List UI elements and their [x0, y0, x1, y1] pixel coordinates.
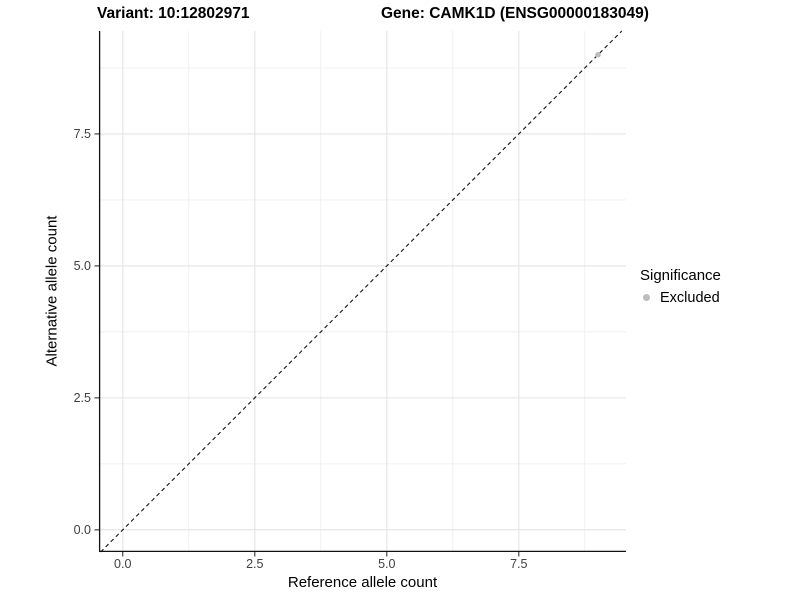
- y-tick-label: 5.0: [73, 258, 91, 273]
- legend-key: [640, 289, 657, 306]
- plot-canvas: [94, 30, 626, 557]
- legend-item-label: Excluded: [660, 289, 720, 306]
- plot-panel: [94, 30, 626, 557]
- x-tick-label: 2.5: [246, 557, 264, 571]
- y-axis-title: Alternative allele count: [43, 215, 61, 367]
- x-tick-label: 7.5: [510, 557, 528, 571]
- x-axis-title: Reference allele count: [287, 574, 438, 591]
- x-tick-label: 0.0: [114, 557, 132, 571]
- legend-key-dot: [643, 294, 650, 301]
- legend-item-excluded: Excluded: [640, 289, 721, 306]
- legend-significance: Significance Excluded: [640, 267, 721, 306]
- plot-title-variant: Variant: 10:12802971: [97, 5, 250, 22]
- y-tick-label: 7.5: [73, 126, 91, 141]
- identity-reference-line: [100, 30, 623, 553]
- legend-title: Significance: [640, 267, 721, 284]
- y-tick-label: 2.5: [73, 390, 91, 405]
- data-point-excluded: [595, 51, 601, 58]
- plot-title-gene: Gene: CAMK1D (ENSG00000183049): [381, 5, 649, 22]
- x-tick-label: 5.0: [378, 557, 396, 571]
- y-tick-label: 0.0: [73, 522, 91, 537]
